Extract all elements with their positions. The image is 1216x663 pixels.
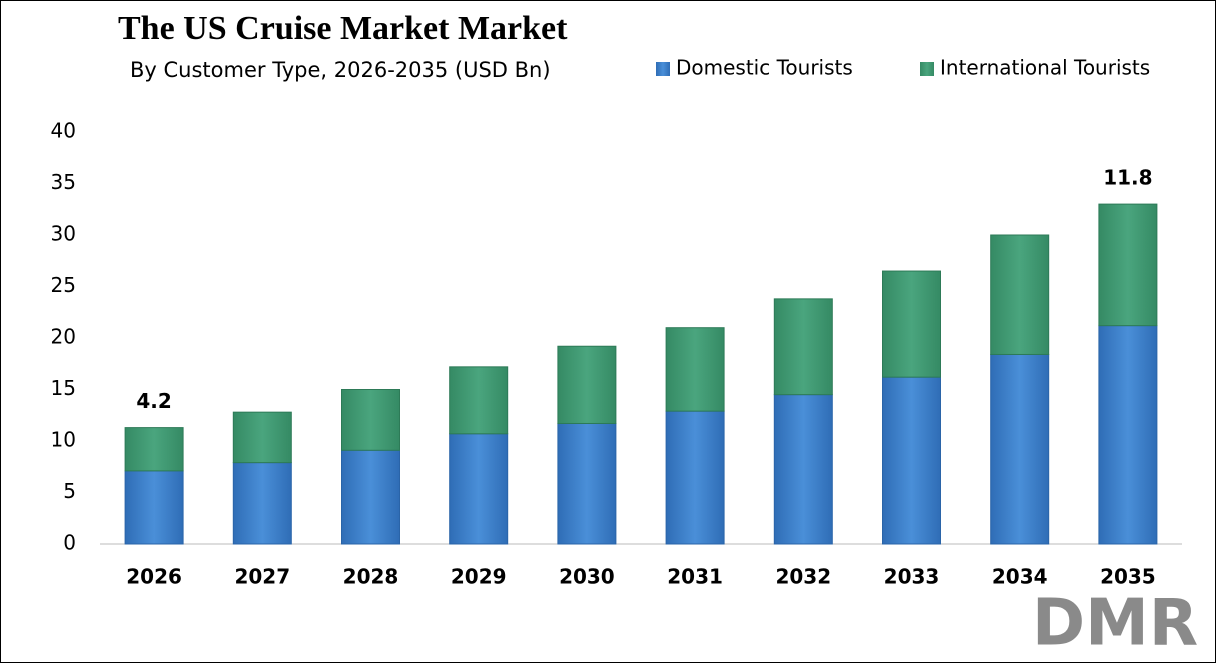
bar-segment: [557, 422, 617, 545]
bar-segment: [882, 270, 941, 378]
x-tick-label: 2029: [451, 565, 507, 589]
x-tick-label: 2030: [559, 565, 615, 589]
bar-segment: [773, 298, 833, 396]
x-tick-label: 2031: [667, 565, 723, 589]
y-tick-label: 20: [51, 325, 76, 349]
x-tick-label: 2026: [126, 565, 182, 589]
bar-segment: [341, 449, 400, 545]
x-tick-label: 2028: [343, 565, 399, 589]
data-label: 11.8: [1103, 166, 1152, 190]
x-tick-label: 2027: [234, 565, 290, 589]
legend-label: Domestic Tourists: [676, 56, 853, 80]
y-tick-label: 10: [51, 428, 76, 452]
bar-segment: [557, 345, 617, 424]
y-tick-label: 40: [51, 119, 76, 143]
legend-swatch: [656, 62, 670, 76]
chart-title: The US Cruise Market Market: [118, 10, 568, 47]
data-label: 4.2: [136, 389, 171, 413]
bar-segment: [665, 327, 725, 412]
bar-segment: [124, 427, 184, 472]
bar-segment: [232, 411, 292, 464]
bar-segment: [1098, 325, 1158, 545]
bar-segment: [665, 410, 725, 545]
y-tick-label: 0: [63, 531, 76, 555]
bar-segment: [232, 462, 292, 545]
bar-segment: [990, 353, 1050, 545]
x-tick-label: 2033: [884, 565, 940, 589]
x-tick-label: 2034: [992, 565, 1048, 589]
y-tick-label: 35: [51, 170, 76, 194]
y-tick-label: 5: [63, 479, 76, 503]
y-tick-label: 25: [51, 273, 76, 297]
bar-segment: [990, 234, 1050, 355]
logo: DMR: [1032, 587, 1198, 661]
chart-subtitle: By Customer Type, 2026-2035 (USD Bn): [130, 58, 551, 82]
bar-segment: [449, 366, 509, 435]
bar-segment: [773, 394, 833, 545]
bar-segment: [124, 470, 184, 545]
legend-swatch: [920, 62, 934, 76]
x-tick-label: 2035: [1100, 565, 1156, 589]
bar-segment: [341, 389, 400, 451]
bar-segment: [1098, 203, 1158, 327]
bar-segment: [882, 376, 941, 545]
bar-segment: [449, 433, 509, 545]
y-tick-label: 15: [51, 376, 76, 400]
legend-label: International Tourists: [940, 56, 1150, 80]
y-tick-label: 30: [51, 222, 76, 246]
x-tick-label: 2032: [775, 565, 831, 589]
